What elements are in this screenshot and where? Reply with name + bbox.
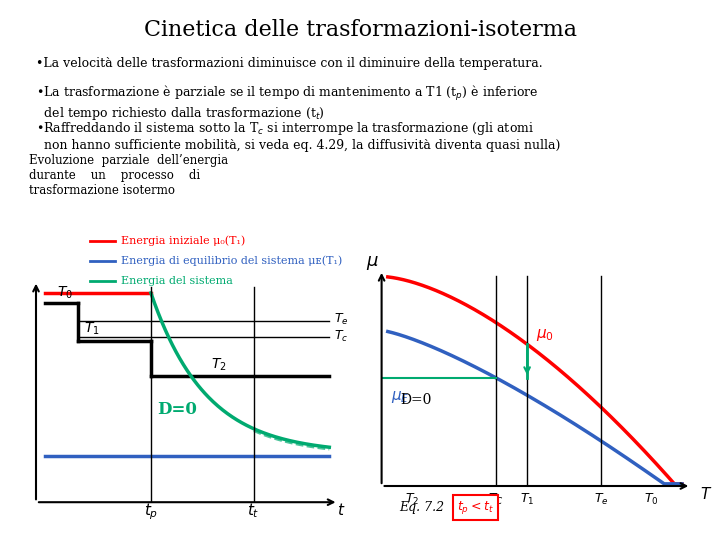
Text: Energia iniziale μ₀(T₁): Energia iniziale μ₀(T₁) bbox=[121, 235, 245, 246]
Text: $T_e$: $T_e$ bbox=[594, 492, 608, 508]
Text: Energia del sistema: Energia del sistema bbox=[121, 276, 233, 286]
Text: Evoluzione  parziale  dell’energia
durante    un    processo    di
trasformazion: Evoluzione parziale dell’energia durante… bbox=[29, 154, 228, 197]
Text: $T_1$: $T_1$ bbox=[520, 492, 534, 508]
Text: $T_0$: $T_0$ bbox=[57, 285, 73, 301]
Text: D=0: D=0 bbox=[400, 393, 431, 407]
Text: $T_0$: $T_0$ bbox=[644, 492, 658, 508]
Text: $\mu$: $\mu$ bbox=[366, 254, 379, 272]
Text: •La trasformazione è parziale se il tempo di mantenimento a T1 (t$_p$) è inferio: •La trasformazione è parziale se il temp… bbox=[36, 84, 539, 122]
Text: $t_p < t_t$: $t_p < t_t$ bbox=[457, 499, 494, 516]
Text: $\mu_0$: $\mu_0$ bbox=[536, 327, 554, 343]
Text: $T$: $T$ bbox=[701, 486, 713, 502]
Text: Eq. 7.2: Eq. 7.2 bbox=[400, 501, 445, 514]
Text: $\mu_E$: $\mu_E$ bbox=[391, 388, 410, 404]
Text: $T_2$: $T_2$ bbox=[212, 356, 227, 373]
Text: $T_1$: $T_1$ bbox=[84, 321, 100, 338]
Text: $t_t$: $t_t$ bbox=[248, 502, 260, 520]
Text: •Raffreddando il sistema sotto la T$_c$ si interrompe la trasformazione (gli ato: •Raffreddando il sistema sotto la T$_c$ … bbox=[36, 120, 560, 152]
Text: $T_c$: $T_c$ bbox=[334, 329, 348, 343]
Text: $T_2$: $T_2$ bbox=[405, 492, 420, 508]
Text: $T_e$: $T_e$ bbox=[334, 312, 348, 327]
Text: Energia di equilibrio del sistema μᴇ(T₁): Energia di equilibrio del sistema μᴇ(T₁) bbox=[121, 255, 342, 266]
Text: $t$: $t$ bbox=[337, 503, 346, 518]
Text: •La velocità delle trasformazioni diminuisce con il diminuire della temperatura.: •La velocità delle trasformazioni diminu… bbox=[36, 57, 543, 70]
Text: $t_p$: $t_p$ bbox=[144, 502, 158, 522]
Text: Cinetica delle trasformazioni-isoterma: Cinetica delle trasformazioni-isoterma bbox=[143, 19, 577, 41]
Text: D=0: D=0 bbox=[157, 401, 197, 417]
Text: $T_C$: $T_C$ bbox=[488, 492, 504, 508]
